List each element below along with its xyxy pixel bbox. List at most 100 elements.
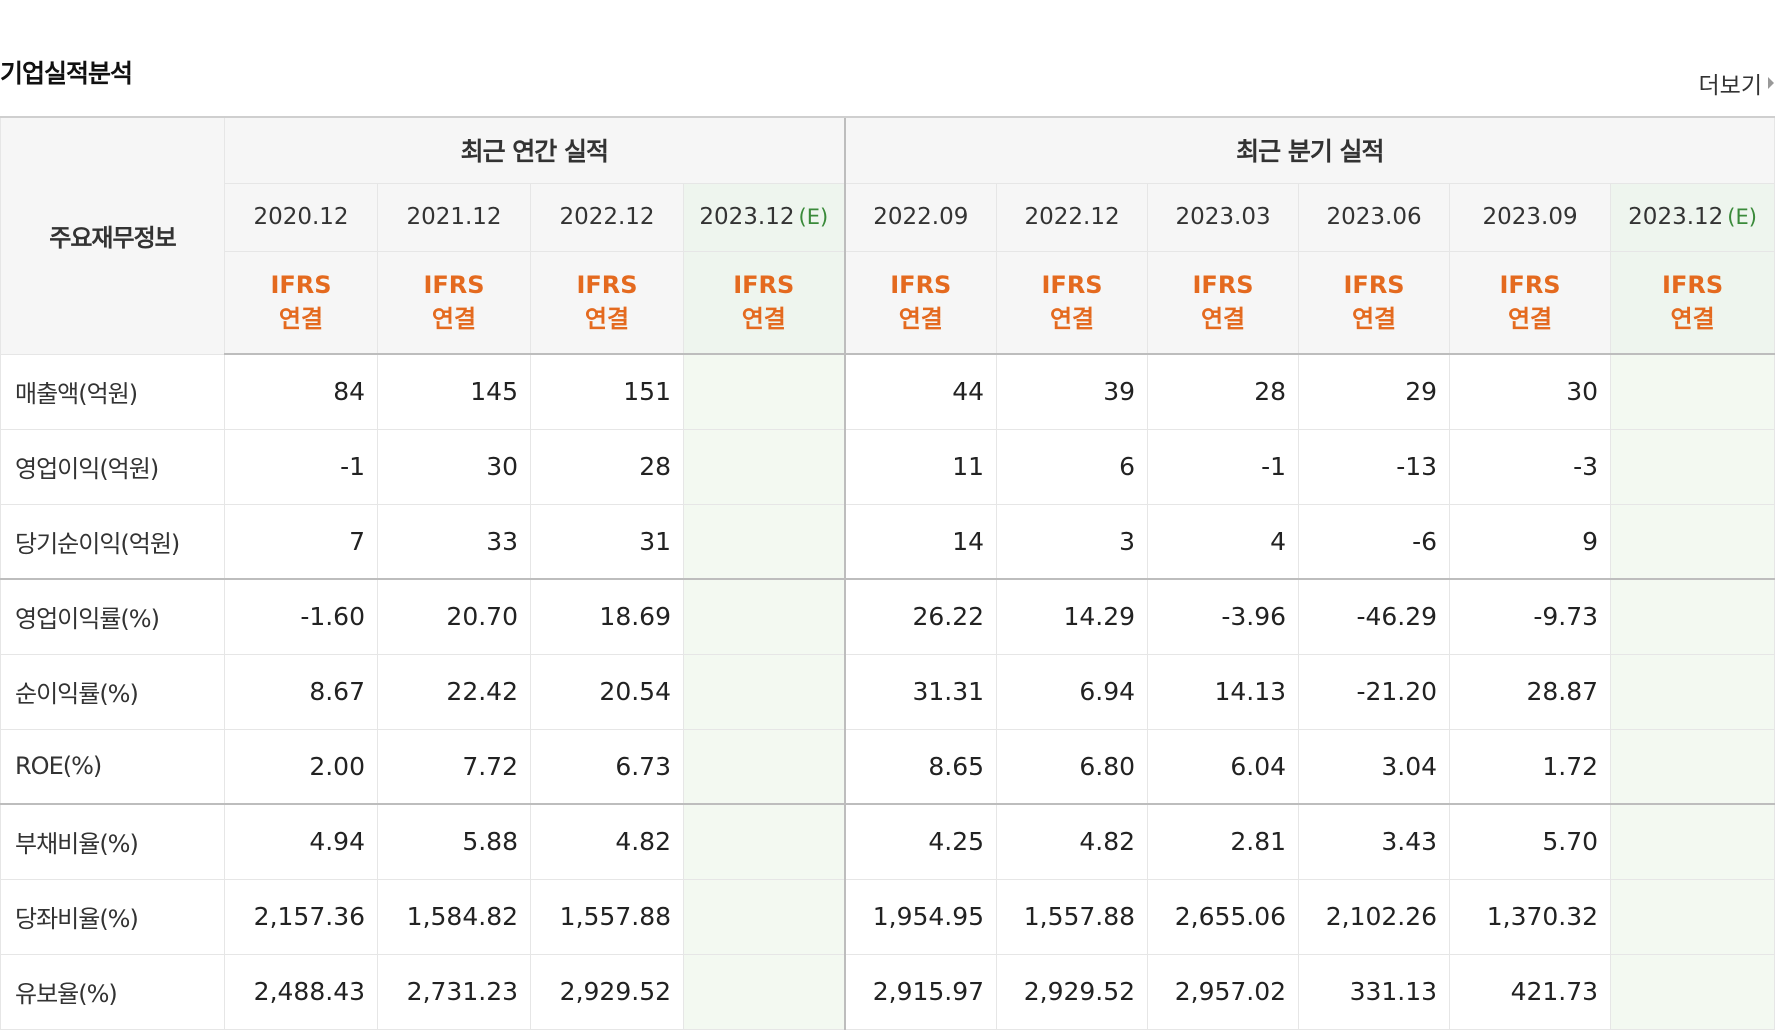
value-cell: -1: [1147, 428, 1300, 505]
value-cell: 28: [530, 428, 684, 505]
accounting-standard-header: IFRS 연결: [224, 250, 378, 355]
table-row: 유보율(%) 2,488.43 2,731.23 2,929.52 2,915.97 2,…: [0, 953, 1776, 1030]
value-cell: 4.94: [224, 803, 378, 880]
value-cell: 7.72: [377, 728, 531, 805]
caret-right-icon: [1768, 77, 1774, 89]
consolidation-label: 연결: [278, 305, 324, 334]
table-row: 영업이익률(%) -1.60 20.70 18.69 26.22 14.29 -3.96 -4…: [0, 578, 1776, 655]
consolidation-label: 연결: [1670, 305, 1715, 334]
value-cell: [682, 728, 846, 805]
period-label: 2023.09: [1482, 204, 1578, 230]
value-cell: 33: [377, 503, 531, 580]
period-label: 2022.09: [873, 204, 969, 230]
value-cell: 7: [224, 503, 378, 580]
value-cell: 2.81: [1147, 803, 1300, 880]
value-cell: 1,370.32: [1449, 878, 1612, 955]
accounting-standard-label: IFRS: [576, 271, 638, 300]
table-row: 당기순이익(억원) 7 33 31 14 3 4 -6 9: [0, 503, 1776, 580]
value-cell: 2,157.36: [224, 878, 378, 955]
value-cell: 31: [530, 503, 684, 580]
more-link[interactable]: 더보기: [1699, 66, 1774, 100]
accounting-standard-label: IFRS: [1192, 271, 1254, 300]
value-cell: [1610, 653, 1776, 730]
period-label: 2023.12: [1628, 204, 1724, 230]
value-cell: [1610, 728, 1776, 805]
value-cell: 14: [843, 503, 998, 580]
value-cell: 14.29: [996, 578, 1149, 655]
row-label: 순이익률(%): [0, 653, 225, 730]
value-cell: [682, 953, 846, 1030]
value-cell: [1610, 503, 1776, 580]
row-label: 매출액(억원): [0, 353, 225, 430]
label-column-header: 주요재무정보: [0, 116, 225, 355]
accounting-standard-label: IFRS: [733, 271, 795, 300]
value-cell: 6.94: [996, 653, 1149, 730]
value-cell: -13: [1298, 428, 1451, 505]
value-cell: 2,655.06: [1147, 878, 1300, 955]
accounting-standard-header: IFRS 연결: [996, 250, 1149, 355]
value-cell: 2,488.43: [224, 953, 378, 1030]
value-cell: 2,929.52: [530, 953, 684, 1030]
more-label: 더보기: [1698, 73, 1762, 99]
consolidation-label: 연결: [584, 305, 630, 334]
period-header: 2023.09: [1449, 182, 1612, 252]
period-header: 2022.12: [530, 182, 684, 252]
value-cell: 3: [996, 503, 1149, 580]
row-label: ROE(%): [0, 728, 225, 805]
value-cell: 18.69: [530, 578, 684, 655]
value-cell: 2.00: [224, 728, 378, 805]
period-header: 2022.12: [996, 182, 1149, 252]
table-row: 부채비율(%) 4.94 5.88 4.82 4.25 4.82 2.81 3.43 5.70: [0, 803, 1776, 880]
consolidation-label: 연결: [1049, 305, 1095, 334]
value-cell: -21.20: [1298, 653, 1451, 730]
accounting-standard-label: IFRS: [890, 271, 952, 300]
quarter-group-header: 최근 분기 실적: [843, 116, 1776, 184]
row-label: 유보율(%): [0, 953, 225, 1030]
consolidation-label: 연결: [1507, 305, 1553, 334]
value-cell: 5.70: [1449, 803, 1612, 880]
value-cell: 4.82: [530, 803, 684, 880]
row-label: 당좌비율(%): [0, 878, 225, 955]
value-cell: 2,915.97: [843, 953, 998, 1030]
accounting-standard-label: IFRS: [1041, 271, 1103, 300]
value-cell: 44: [843, 353, 998, 430]
value-cell: 5.88: [377, 803, 531, 880]
consolidation-label: 연결: [741, 305, 786, 334]
table-row: 매출액(억원) 84 145 151 44 39 28 29 30: [0, 353, 1776, 430]
value-cell: 151: [530, 353, 684, 430]
table-row: 영업이익(억원) -1 30 28 11 6 -1 -13 -3: [0, 428, 1776, 505]
value-cell: 3.04: [1298, 728, 1451, 805]
value-cell: 28.87: [1449, 653, 1612, 730]
value-cell: [1610, 803, 1776, 880]
value-cell: 4.25: [843, 803, 998, 880]
value-cell: 2,929.52: [996, 953, 1149, 1030]
value-cell: [682, 503, 846, 580]
value-cell: 8.65: [843, 728, 998, 805]
period-label: 2023.06: [1326, 204, 1422, 230]
accounting-standard-header: IFRS 연결: [1147, 250, 1300, 355]
value-cell: [682, 578, 846, 655]
accounting-standard-header: IFRS 연결: [530, 250, 684, 355]
value-cell: 1,584.82: [377, 878, 531, 955]
value-cell: 2,731.23: [377, 953, 531, 1030]
estimate-mark: (E): [798, 205, 829, 229]
consolidation-label: 연결: [1351, 305, 1397, 334]
value-cell: 6.04: [1147, 728, 1300, 805]
value-cell: -9.73: [1449, 578, 1612, 655]
accounting-standard-label: IFRS: [1499, 271, 1561, 300]
accounting-standard-header: IFRS 연결: [1298, 250, 1451, 355]
estimate-mark: (E): [1727, 205, 1757, 229]
value-cell: 4.82: [996, 803, 1149, 880]
period-header: 2022.09: [843, 182, 998, 252]
period-header: 2023.12 (E): [1610, 182, 1776, 252]
value-cell: 8.67: [224, 653, 378, 730]
value-cell: -3: [1449, 428, 1612, 505]
value-cell: 26.22: [843, 578, 998, 655]
value-cell: 6.73: [530, 728, 684, 805]
row-label: 당기순이익(억원): [0, 503, 225, 580]
accounting-standard-label: IFRS: [1662, 271, 1724, 300]
value-cell: [682, 878, 846, 955]
value-cell: -1.60: [224, 578, 378, 655]
value-cell: [682, 803, 846, 880]
